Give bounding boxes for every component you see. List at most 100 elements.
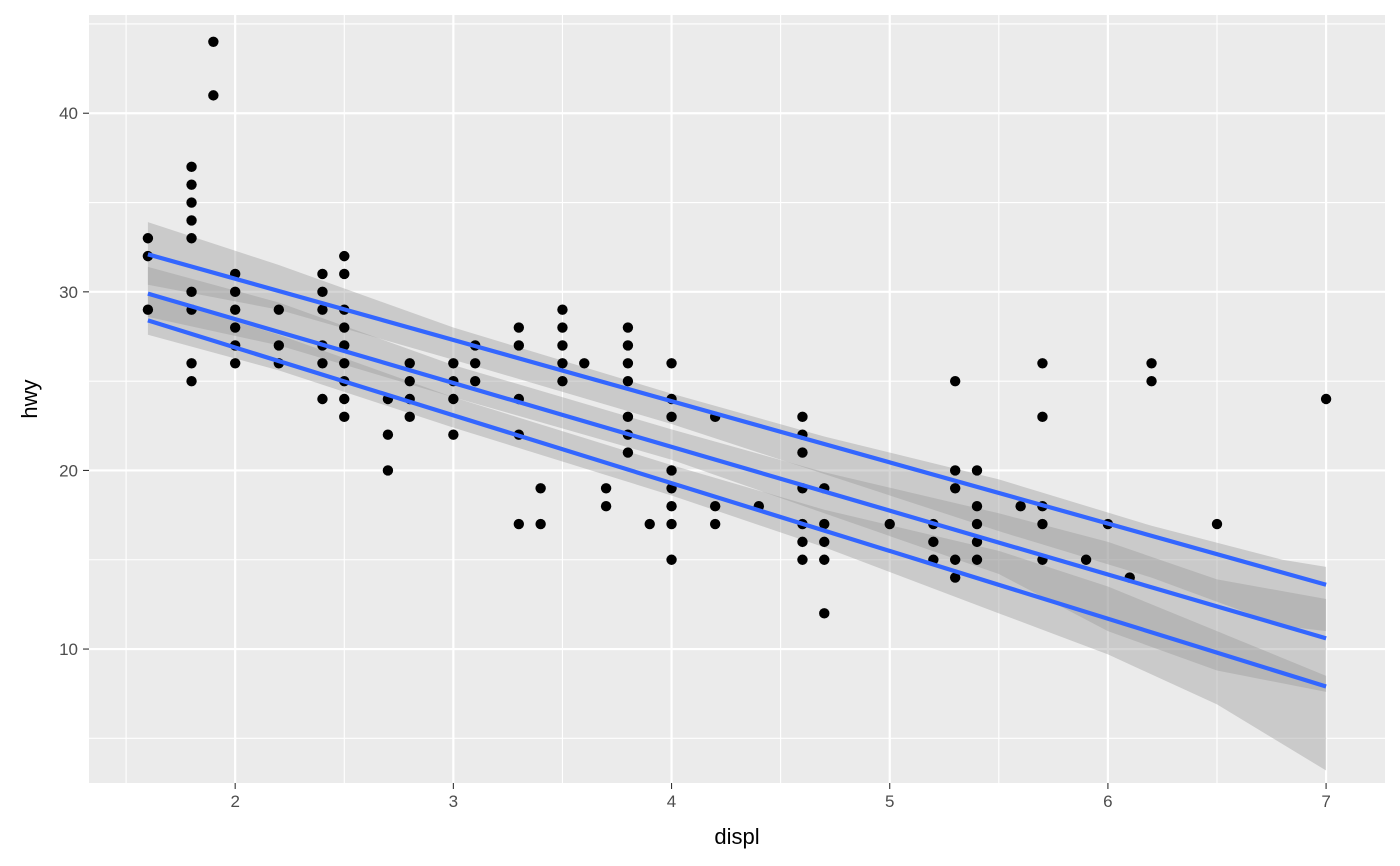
data-point — [317, 358, 328, 369]
data-point — [186, 233, 197, 244]
minor-gridlines — [89, 15, 1385, 783]
data-point — [273, 304, 285, 315]
data-point — [600, 500, 612, 512]
data-point — [535, 518, 546, 530]
y-axis: 10 20 30 40 — [59, 104, 89, 659]
x-tick-label: 4 — [667, 792, 676, 811]
data-point — [949, 465, 961, 476]
data-point — [273, 340, 285, 351]
y-axis-title: hwy — [17, 379, 42, 418]
confidence-bands — [147, 222, 1327, 771]
data-point — [339, 393, 350, 405]
data-point — [1080, 554, 1092, 565]
data-point — [186, 161, 197, 173]
confidence-band — [147, 266, 1327, 692]
x-tick-label: 3 — [449, 792, 458, 811]
data-point — [142, 304, 154, 315]
x-axis-title: displ — [714, 824, 759, 849]
data-point — [666, 554, 677, 565]
data-point — [971, 500, 983, 512]
data-point — [797, 411, 808, 423]
y-tick-label: 20 — [59, 461, 78, 480]
data-point — [644, 518, 655, 530]
data-point — [535, 483, 546, 494]
data-point — [513, 322, 525, 333]
data-point — [928, 536, 939, 548]
data-point — [186, 179, 197, 190]
data-point — [709, 500, 721, 512]
data-point — [229, 286, 241, 298]
data-point — [1037, 358, 1048, 369]
data-point — [339, 250, 350, 262]
data-point — [1037, 411, 1048, 423]
data-point — [1211, 518, 1223, 530]
data-point — [557, 358, 568, 369]
data-point — [666, 358, 677, 369]
y-tick-label: 10 — [59, 640, 78, 659]
data-point — [317, 304, 328, 315]
data-point — [622, 411, 634, 423]
data-point — [819, 608, 830, 619]
data-point — [229, 358, 241, 369]
data-point — [622, 447, 634, 458]
data-point — [1146, 375, 1157, 387]
x-tick-label: 5 — [885, 792, 894, 811]
data-point — [622, 322, 634, 333]
data-point — [382, 465, 394, 476]
data-point — [208, 36, 219, 47]
confidence-band — [147, 222, 1327, 632]
data-point — [622, 340, 634, 351]
data-point — [949, 572, 961, 583]
data-point — [666, 500, 677, 512]
trend-line — [147, 318, 1327, 689]
data-point — [513, 518, 525, 530]
data-point — [622, 375, 634, 387]
data-point — [797, 536, 808, 548]
x-tick-label: 2 — [230, 792, 239, 811]
data-point — [339, 340, 350, 351]
data-point — [971, 554, 983, 565]
data-point — [971, 518, 983, 530]
data-point — [797, 554, 808, 565]
confidence-band — [147, 295, 1327, 771]
data-point — [557, 340, 568, 351]
data-point — [317, 268, 328, 280]
data-point — [666, 518, 677, 530]
data-point — [1015, 500, 1026, 512]
trend-line — [147, 291, 1327, 641]
data-point — [448, 358, 459, 369]
data-point — [142, 233, 154, 244]
data-point — [819, 554, 830, 565]
data-point — [1320, 393, 1332, 405]
data-point — [339, 411, 350, 423]
data-point — [949, 375, 961, 387]
data-point — [513, 340, 525, 351]
trend-lines — [147, 252, 1327, 689]
data-point — [339, 322, 350, 333]
x-tick-label: 7 — [1321, 792, 1330, 811]
data-point — [579, 358, 590, 369]
data-point — [557, 304, 568, 315]
data-point — [382, 429, 394, 440]
data-point — [1037, 518, 1048, 530]
data-point — [557, 322, 568, 333]
data-point — [884, 518, 895, 530]
data-point — [448, 393, 459, 405]
trend-line — [147, 252, 1327, 587]
data-point — [186, 286, 197, 298]
data-point — [317, 286, 328, 298]
data-point — [186, 358, 197, 369]
data-point — [949, 483, 961, 494]
data-point — [404, 375, 415, 387]
data-point — [600, 483, 612, 494]
data-point — [339, 358, 350, 369]
y-tick-label: 30 — [59, 283, 78, 302]
y-tick-label: 40 — [59, 104, 78, 123]
data-point — [469, 358, 481, 369]
data-point — [971, 465, 983, 476]
x-axis: 2 3 4 5 6 7 — [230, 783, 1331, 811]
data-point — [622, 358, 634, 369]
data-point — [557, 375, 568, 387]
data-point — [666, 411, 677, 423]
